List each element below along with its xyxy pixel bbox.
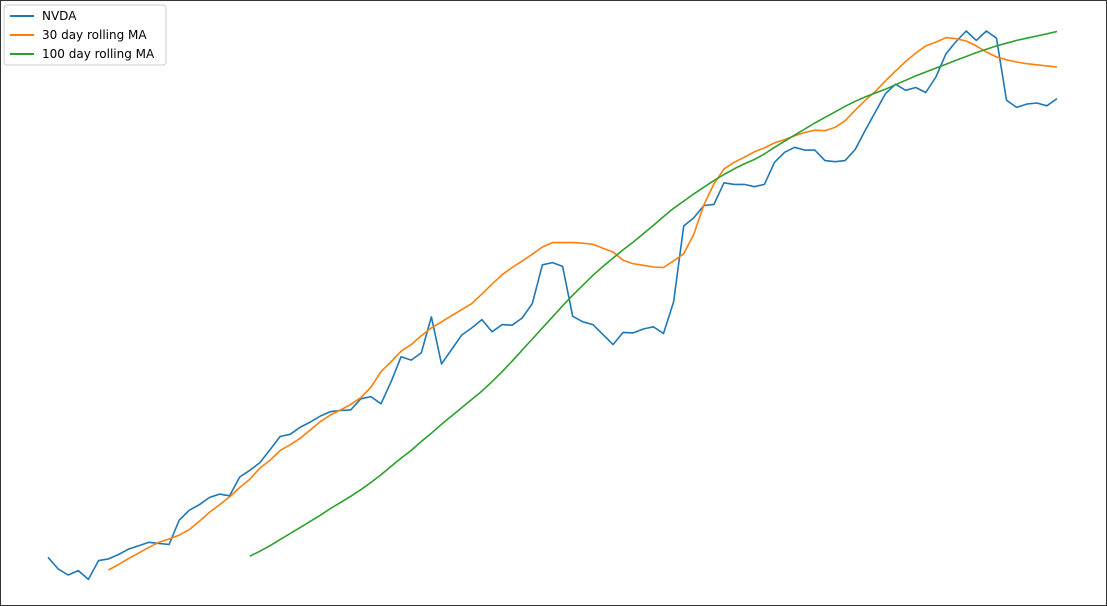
legend-box: [3, 4, 167, 66]
legend: NVDA 30 day rolling MA 100 day rolling MA: [3, 4, 167, 66]
series-layer: [47, 30, 1058, 581]
series-line-1: [47, 30, 1058, 581]
series-line-2: [108, 36, 1058, 571]
legend-label-3: 100 day rolling MA: [42, 47, 155, 61]
series-line-3: [249, 30, 1058, 557]
legend-label-2: 30 day rolling MA: [42, 28, 147, 42]
legend-label-1: NVDA: [42, 9, 77, 23]
